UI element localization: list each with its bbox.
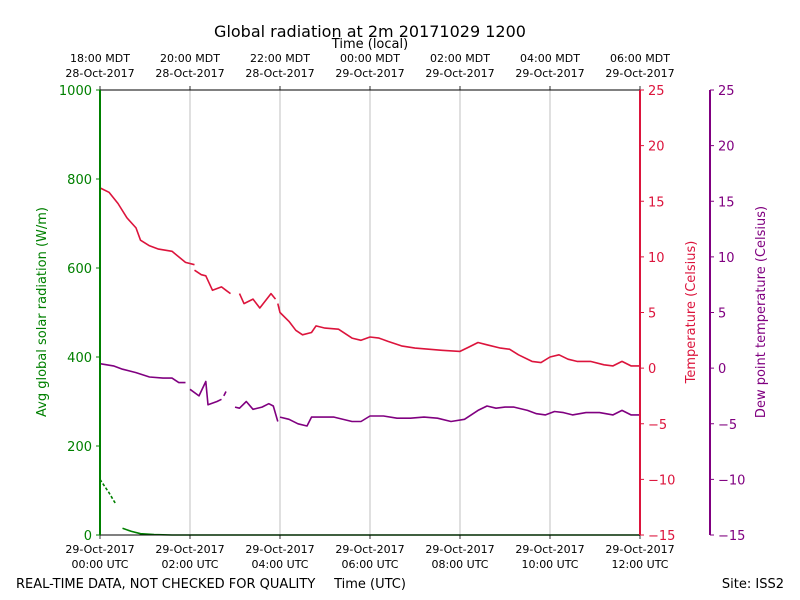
x-axis-label: Time (UTC)	[333, 577, 406, 592]
bottom-tick-date: 29-Oct-2017	[65, 543, 134, 556]
temperature-tick-label: 10	[648, 251, 665, 266]
left-tick-label: 1000	[59, 84, 92, 99]
temperature-tick-label: −5	[648, 418, 667, 433]
ticks-layer: 29-Oct-2017 00:00 UTC 29-Oct-2017 02:00 UTC…	[59, 52, 746, 571]
temperature-line	[277, 303, 640, 367]
dewpoint-line	[279, 405, 640, 427]
bottom-tick-date: 29-Oct-2017	[335, 543, 404, 556]
top-tick-date: 29-Oct-2017	[425, 67, 494, 80]
temperature-line	[238, 292, 277, 309]
left-tick-label: 200	[67, 440, 92, 455]
top-tick-date: 28-Oct-2017	[155, 67, 224, 80]
top-tick-time: 02:00 MDT	[430, 52, 490, 65]
temperature-line	[194, 269, 231, 295]
dewpoint-tick-label: 0	[718, 362, 726, 377]
bottom-tick-time: 06:00 UTC	[341, 558, 398, 571]
top-tick-date: 29-Oct-2017	[605, 67, 674, 80]
left-tick-label: 400	[67, 351, 92, 366]
top-tick-date: 28-Oct-2017	[245, 67, 314, 80]
bottom-tick-date: 29-Oct-2017	[515, 543, 584, 556]
temperature-tick-label: 5	[648, 307, 656, 322]
dewpoint-tick-label: 10	[718, 251, 735, 266]
top-tick-time: 22:00 MDT	[250, 52, 310, 65]
bottom-tick-time: 00:00 UTC	[71, 558, 128, 571]
bottom-tick-time: 12:00 UTC	[611, 558, 668, 571]
dewpoint-tick-label: 5	[718, 307, 726, 322]
top-tick-time: 00:00 MDT	[340, 52, 400, 65]
dewpoint-line	[99, 362, 186, 384]
bottom-tick-date: 29-Oct-2017	[425, 543, 494, 556]
radiation-line	[99, 478, 117, 505]
top-tick-time: 04:00 MDT	[520, 52, 580, 65]
top-tick-time: 06:00 MDT	[610, 52, 670, 65]
top-tick-date: 29-Oct-2017	[335, 67, 404, 80]
dewpoint-tick-label: −15	[718, 529, 745, 544]
top-tick-time: 20:00 MDT	[160, 52, 220, 65]
bottom-tick-date: 29-Oct-2017	[605, 543, 674, 556]
top-tick-date: 29-Oct-2017	[515, 67, 584, 80]
bottom-tick-time: 02:00 UTC	[161, 558, 218, 571]
top-tick-date: 28-Oct-2017	[65, 67, 134, 80]
dewpoint-line	[223, 391, 227, 397]
bottom-tick-date: 29-Oct-2017	[155, 543, 224, 556]
left-axis-label: Avg global solar radiation (W/m)	[35, 207, 50, 417]
footer-disclaimer: REAL-TIME DATA, NOT CHECKED FOR QUALITY	[16, 577, 315, 592]
dewpoint-tick-label: −10	[718, 473, 745, 488]
left-tick-label: 600	[67, 262, 92, 277]
chart-title: Global radiation at 2m 20171029 1200	[214, 22, 526, 41]
temperature-axis-label: Temperature (Celsius)	[684, 241, 699, 385]
temperature-tick-label: 20	[648, 140, 665, 155]
top-tick-time: 18:00 MDT	[70, 52, 130, 65]
dewpoint-tick-label: 25	[718, 84, 735, 99]
dewpoint-line	[189, 380, 222, 406]
top-axis-label: Time (local)	[331, 37, 408, 52]
dewpoint-axis-label: Dew point temperature (Celsius)	[754, 206, 769, 418]
temperature-line	[99, 187, 195, 266]
temperature-tick-label: −10	[648, 473, 675, 488]
bottom-tick-date: 29-Oct-2017	[245, 543, 314, 556]
bottom-tick-time: 04:00 UTC	[251, 558, 308, 571]
bottom-tick-time: 10:00 UTC	[521, 558, 578, 571]
dewpoint-tick-label: 15	[718, 195, 735, 210]
temperature-tick-label: 0	[648, 362, 656, 377]
left-tick-label: 800	[67, 173, 92, 188]
footer-site: Site: ISS2	[722, 577, 784, 592]
temperature-tick-label: 25	[648, 84, 665, 99]
bottom-tick-time: 08:00 UTC	[431, 558, 488, 571]
dewpoint-line	[234, 400, 279, 422]
dewpoint-tick-label: −5	[718, 418, 737, 433]
left-tick-label: 0	[84, 529, 92, 544]
temperature-tick-label: 15	[648, 195, 665, 210]
temperature-tick-label: −15	[648, 529, 675, 544]
dewpoint-tick-label: 20	[718, 140, 735, 155]
